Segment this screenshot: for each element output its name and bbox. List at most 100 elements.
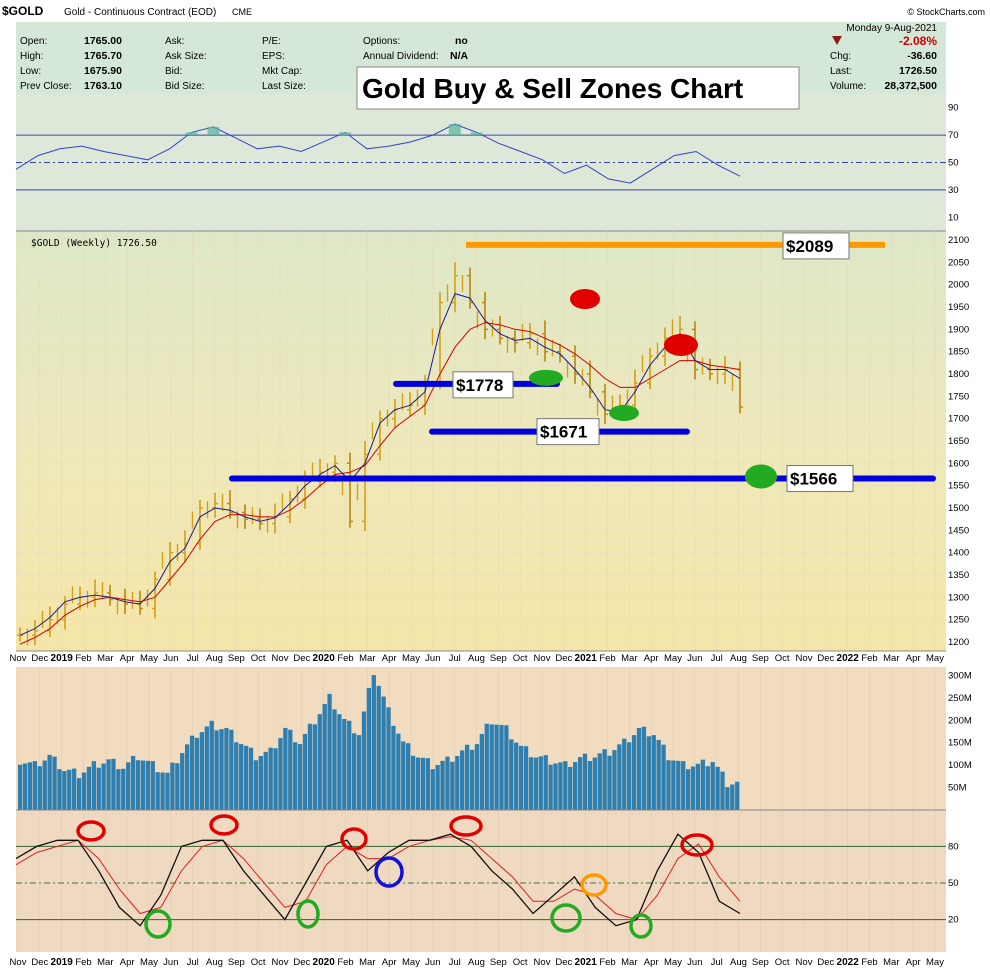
- x-tick-label: Aug: [468, 653, 485, 664]
- volume-bar: [347, 720, 352, 810]
- volume-bar: [631, 735, 637, 810]
- x-tick-label: Dec: [293, 653, 310, 664]
- volume-bar: [533, 757, 539, 810]
- change-percent: -2.08%: [899, 34, 937, 48]
- stoch-oversold-circle: [550, 903, 582, 933]
- volume-label: Volume:: [830, 81, 866, 92]
- volume-bar: [258, 756, 263, 810]
- x-tick-label: Nov: [10, 653, 27, 664]
- volume-bar: [351, 733, 357, 810]
- volume-bar: [52, 756, 57, 810]
- volume-bar: [72, 768, 77, 810]
- volume-bar: [366, 687, 372, 810]
- x-tick-label-bottom: May: [140, 957, 158, 968]
- volume-bar: [391, 725, 396, 810]
- x-tick-label: 2021: [575, 653, 598, 664]
- rsi-overbought-fill: [185, 132, 198, 136]
- volume-bar: [543, 755, 548, 810]
- x-tick-label: Sep: [752, 653, 769, 664]
- x-tick-label: Mar: [621, 653, 637, 664]
- volume-bar: [627, 742, 632, 810]
- volume-bar: [155, 772, 160, 810]
- volume-bar: [376, 685, 381, 810]
- volume-value: 28,372,500: [884, 80, 937, 92]
- buy-zone-marker: [745, 464, 777, 489]
- watermark: © StockCharts.com: [907, 7, 985, 17]
- level-label-2089: $2089: [786, 237, 833, 256]
- volume-bar: [239, 744, 244, 810]
- price-tick-label: 1200: [948, 637, 969, 648]
- exchange-label: CME: [232, 7, 252, 17]
- x-tick-label: May: [402, 653, 420, 664]
- quote-label: Ask Size:: [165, 51, 207, 62]
- overlay-title: Gold Buy & Sell Zones Chart: [362, 73, 743, 104]
- x-tick-label-bottom: Oct: [251, 957, 266, 968]
- volume-bar: [332, 709, 337, 810]
- sell-zone-marker: [570, 289, 600, 309]
- x-tick-label-bottom: Feb: [75, 957, 91, 968]
- x-tick-label-bottom: Dec: [555, 957, 572, 968]
- volume-bar: [440, 760, 445, 810]
- quote-value: no: [455, 35, 468, 47]
- x-tick-label: Mar: [97, 653, 113, 664]
- volume-bar: [248, 747, 254, 810]
- volume-bar: [42, 760, 47, 810]
- stoch-overbought-circle: [340, 827, 368, 851]
- down-arrow-icon: [832, 36, 842, 45]
- quote-label: EPS:: [262, 51, 285, 62]
- x-tick-label-bottom: Oct: [775, 957, 790, 968]
- volume-bar: [18, 764, 23, 810]
- volume-bar: [180, 753, 185, 810]
- volume-bar: [204, 726, 209, 810]
- price-tick-label: 1600: [948, 458, 969, 469]
- volume-bar: [273, 748, 278, 810]
- volume-bar: [199, 732, 205, 810]
- volume-bar: [130, 755, 136, 810]
- stoch-oversold-circle: [144, 909, 172, 939]
- level-label-box: [452, 371, 514, 399]
- level-label-1671: $1671: [540, 423, 587, 442]
- sma-slow-line: [19, 322, 741, 645]
- buy-zone-marker: [529, 369, 563, 386]
- volume-bar: [641, 726, 647, 810]
- rsi-overbought-fill: [448, 124, 461, 136]
- x-tick-label: Dec: [31, 653, 48, 664]
- volume-bar: [725, 787, 730, 810]
- chg-value: -36.60: [907, 50, 937, 62]
- x-tick-label: Jun: [163, 653, 178, 664]
- buy-zone-marker: [609, 405, 639, 421]
- x-tick-label: Apr: [644, 653, 659, 664]
- stoch-tick-label: 20: [948, 915, 959, 926]
- volume-bar: [135, 760, 141, 810]
- x-tick-label-bottom: Apr: [382, 957, 397, 968]
- x-tick-label: Jul: [187, 653, 199, 664]
- x-tick-label-bottom: Apr: [906, 957, 921, 968]
- x-tick-label-bottom: Dec: [817, 957, 834, 968]
- volume-bar: [577, 757, 583, 810]
- volume-bar: [121, 768, 126, 810]
- stoch-mid-circle: [374, 856, 404, 888]
- x-tick-label: Nov: [796, 653, 813, 664]
- volume-bar: [415, 757, 421, 810]
- volume-bar: [607, 755, 612, 810]
- stoch-overbought-circle: [76, 820, 106, 842]
- price-tick-label: 1450: [948, 525, 969, 536]
- volume-bar: [504, 725, 509, 810]
- quote-value: 1763.10: [84, 80, 122, 92]
- stoch-tick-label: 50: [948, 878, 959, 889]
- x-tick-label-bottom: Dec: [31, 957, 48, 968]
- volume-bar: [126, 762, 131, 810]
- volume-tick-label: 100M: [948, 760, 972, 771]
- volume-bar: [81, 772, 87, 810]
- price-tick-label: 2000: [948, 280, 969, 291]
- volume-bar: [651, 735, 656, 810]
- volume-bar: [27, 762, 33, 810]
- volume-bar: [293, 742, 298, 810]
- volume-bar: [489, 724, 494, 810]
- x-tick-label: Apr: [120, 653, 135, 664]
- x-axis-strip-bottom: [16, 952, 946, 970]
- instrument-name: Gold - Continuous Contract (EOD): [64, 7, 216, 18]
- x-tick-label: Jun: [425, 653, 440, 664]
- volume-bar: [695, 763, 701, 810]
- volume-bar: [91, 761, 96, 810]
